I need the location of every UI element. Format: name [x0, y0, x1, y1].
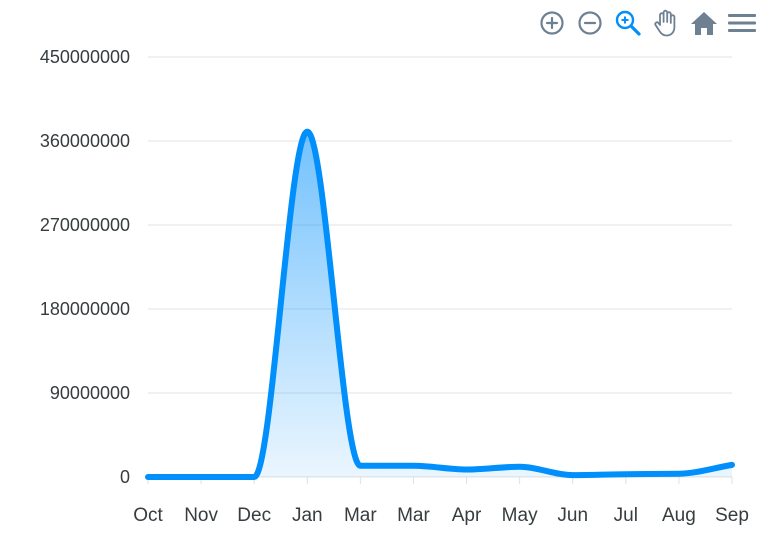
x-tick-label: May: [502, 505, 538, 526]
selection-zoom-button[interactable]: [613, 8, 643, 38]
x-tick-label: Nov: [184, 505, 218, 526]
menu-button[interactable]: [727, 8, 757, 38]
zoom-out-button[interactable]: [575, 8, 605, 38]
y-tick-label: 450000000: [40, 47, 130, 67]
pan-button[interactable]: [651, 8, 681, 38]
x-tick-label: Jun: [557, 505, 588, 526]
x-tick-label: Aug: [662, 505, 696, 526]
x-tick-label: Apr: [452, 505, 482, 526]
x-tick-label: Sep: [715, 505, 749, 526]
x-tick-label: Jan: [292, 505, 323, 526]
y-tick-label: 270000000: [40, 215, 130, 235]
x-tick-label: Dec: [237, 505, 271, 526]
x-tick-label: Jul: [614, 505, 638, 526]
y-tick-label: 360000000: [40, 131, 130, 151]
x-tick-label: Mar: [397, 505, 430, 526]
reset-home-icon: [691, 12, 717, 35]
selection-zoom-icon: [615, 10, 641, 36]
pan-hand-icon: [654, 9, 676, 37]
zoom-out-icon: [578, 11, 602, 35]
menu-icon: [728, 14, 756, 32]
series-line: [145, 128, 735, 481]
zoom-in-button[interactable]: [537, 8, 567, 38]
area-fill: [148, 131, 732, 477]
x-tick-label: Mar: [344, 505, 377, 526]
chart-toolbar: [537, 8, 757, 38]
zoom-in-icon: [540, 11, 564, 35]
x-tick-label: Oct: [133, 505, 163, 526]
y-tick-label: 90000000: [50, 383, 130, 403]
reset-zoom-button[interactable]: [689, 8, 719, 38]
y-tick-label: 180000000: [40, 299, 130, 319]
y-tick-label: 0: [120, 467, 130, 487]
